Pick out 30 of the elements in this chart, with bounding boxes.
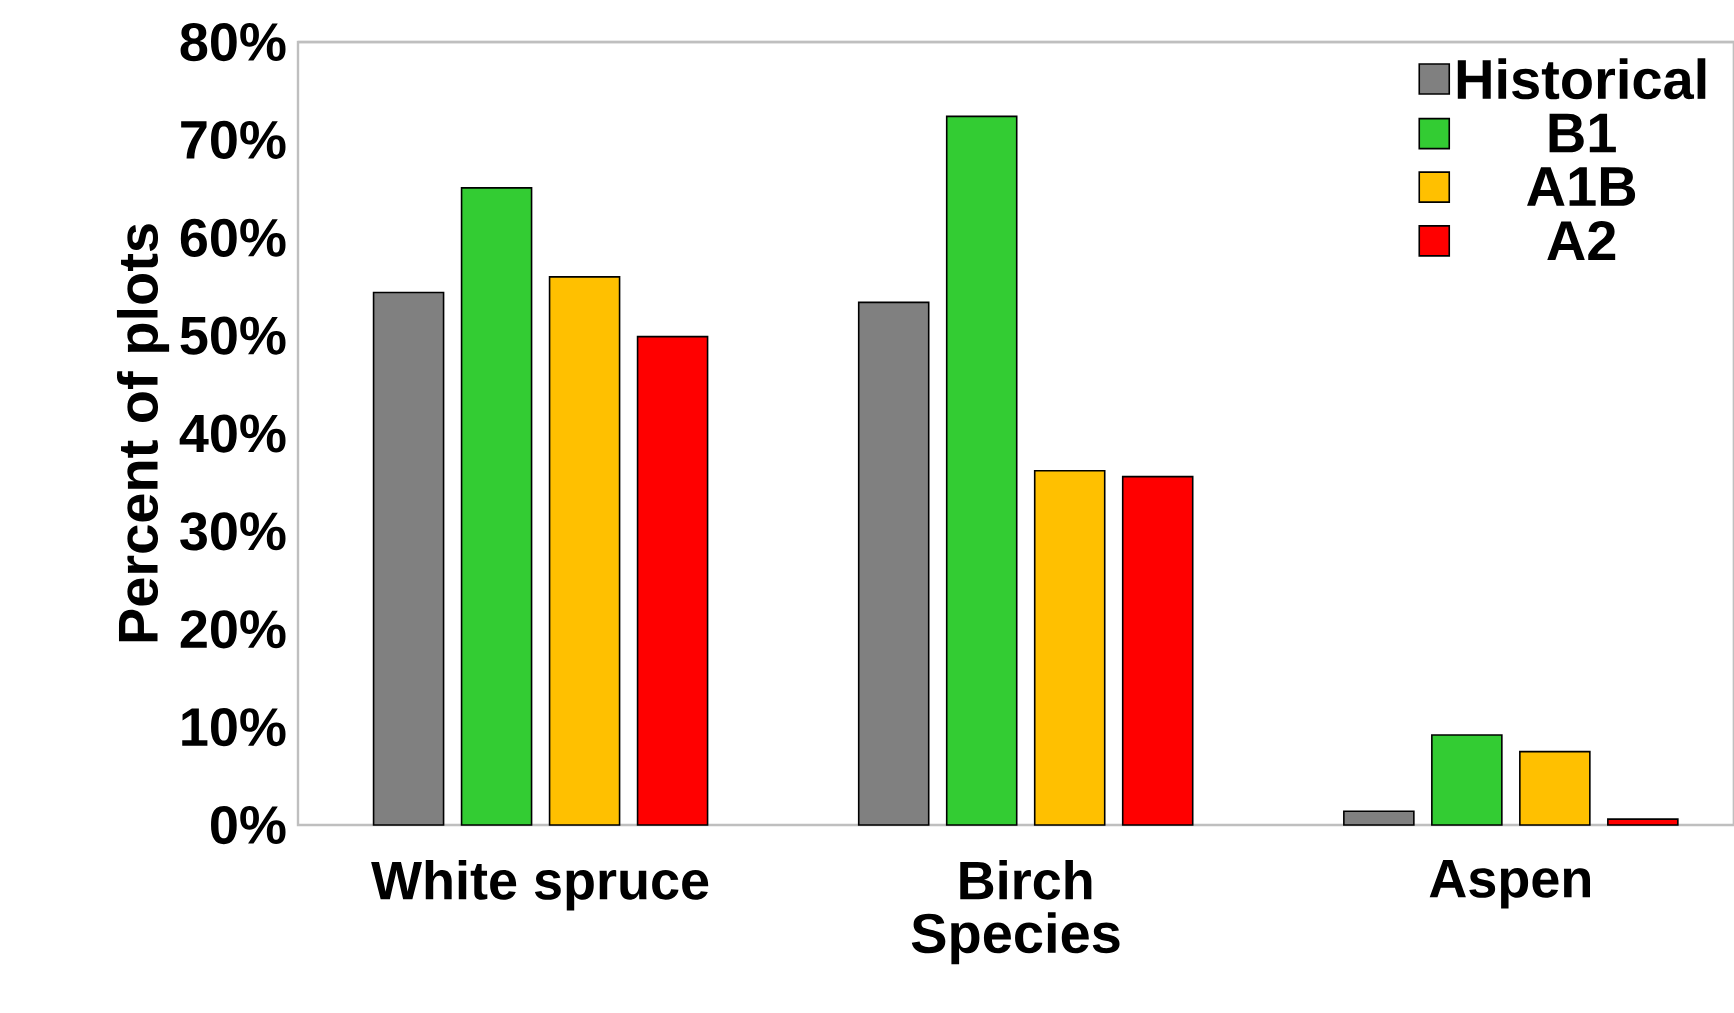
bar <box>857 301 930 826</box>
x-axis-title: Species <box>911 912 1120 965</box>
y-tick-label: 10% <box>182 708 286 747</box>
y-tick-label: 0% <box>211 805 286 845</box>
legend-label: A2 <box>1547 220 1616 260</box>
bar <box>460 187 533 826</box>
bar <box>945 115 1018 826</box>
bar <box>1343 810 1415 826</box>
y-tick-label: 20% <box>180 610 286 649</box>
y-axis-title: Percent of plots <box>116 224 170 642</box>
x-tick-label: Birch <box>960 860 1092 900</box>
bar <box>636 335 709 826</box>
y-tick-label: 30% <box>180 512 286 551</box>
y-tick-label: 40% <box>179 414 286 453</box>
legend-label: B1 <box>1549 113 1616 153</box>
bar <box>1607 818 1679 826</box>
bar <box>1033 469 1106 826</box>
y-tick-label: 60% <box>180 218 286 257</box>
bar <box>1519 750 1591 826</box>
legend-label: A1B <box>1527 167 1636 206</box>
bar <box>1121 475 1194 826</box>
bar <box>372 291 445 826</box>
x-tick-label: Aspen <box>1429 860 1590 909</box>
x-tick-label: White spruce <box>371 860 709 911</box>
bar <box>1431 734 1503 826</box>
y-tick-label: 50% <box>180 316 286 355</box>
bar <box>548 276 621 826</box>
legend-label: Historical <box>1457 58 1706 100</box>
y-tick-label: 70% <box>181 120 286 160</box>
y-tick-label: 80% <box>180 22 286 62</box>
